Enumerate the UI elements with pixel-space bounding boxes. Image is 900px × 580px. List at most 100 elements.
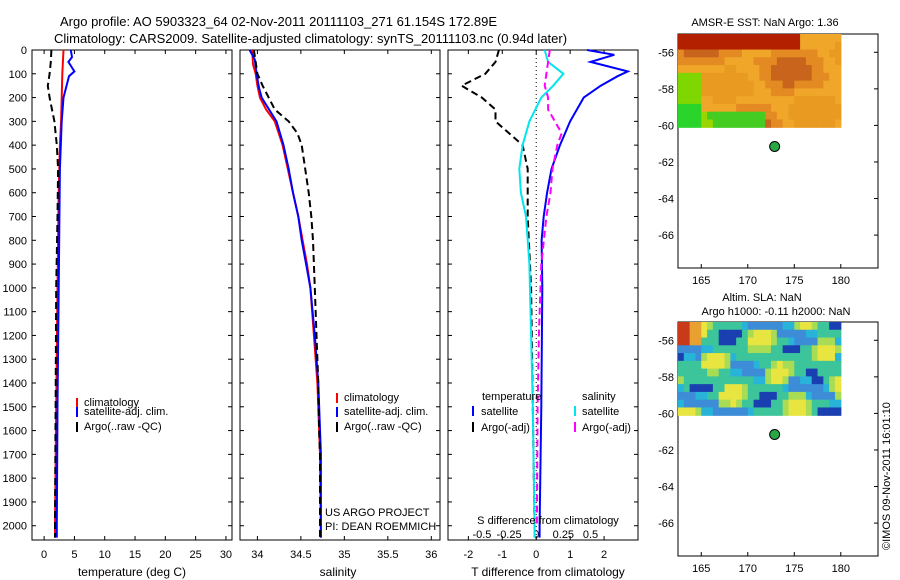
map-y-tick-label: -58 (658, 372, 674, 384)
map-cell (776, 41, 784, 51)
map-cell (811, 96, 819, 105)
map-cell (800, 34, 807, 43)
sla-map-subtitle: Argo h1000: -0.11 h2000: NaN (701, 306, 850, 318)
map-cell (834, 111, 842, 121)
map-cell (689, 88, 697, 97)
map-cell (724, 337, 731, 346)
map-cell (753, 65, 760, 74)
map-cell (712, 34, 720, 43)
map-cell (817, 353, 824, 362)
map-cell (707, 96, 714, 105)
map-cell (753, 345, 760, 354)
map-cell (724, 80, 731, 89)
map-cell (811, 103, 819, 113)
map-cell (765, 322, 772, 331)
map-cell (817, 49, 824, 58)
map-cell (811, 399, 819, 409)
map-y-tick-label: -60 (658, 408, 674, 420)
map-cell (736, 337, 743, 346)
map-cell (689, 353, 697, 362)
legend-argo-label: Argo(..raw -QC) (84, 421, 162, 433)
map-cell (834, 399, 842, 409)
map-cell (695, 322, 702, 331)
map-cell (730, 384, 737, 393)
map-cell (811, 360, 819, 370)
map-cell (759, 384, 766, 393)
map-cell (695, 119, 702, 128)
map-cell (678, 322, 685, 331)
map-cell (811, 345, 819, 354)
map-cell (683, 384, 691, 393)
map-cell (753, 407, 760, 416)
map-cell (805, 353, 813, 362)
map-cell (695, 391, 702, 401)
map-cell (712, 119, 720, 128)
map-cell (765, 337, 772, 346)
map-cell (776, 88, 784, 97)
map-cell (683, 322, 691, 331)
map-cell (678, 384, 685, 393)
map-cell (788, 57, 795, 66)
map-cell (765, 49, 772, 58)
map-cell (707, 345, 714, 354)
map-cell (782, 80, 790, 89)
map-cell (718, 384, 726, 393)
map-cell (736, 34, 743, 43)
map-cell (794, 111, 801, 121)
map-cell (718, 407, 726, 416)
map-cell (718, 96, 726, 105)
map-cell (678, 80, 685, 89)
map-cell (800, 322, 807, 331)
map-cell (701, 80, 708, 89)
map-cell (753, 360, 760, 370)
map-cell (712, 322, 720, 331)
map-cell (753, 368, 760, 377)
map-cell (823, 399, 830, 409)
map-cell (771, 103, 778, 113)
map-cell (788, 353, 795, 362)
map-cell (800, 329, 807, 339)
map-cell (788, 65, 795, 74)
map-cell (765, 119, 772, 128)
map-cell (759, 337, 766, 346)
map-y-tick-label: -56 (658, 47, 674, 59)
map-cell (695, 88, 702, 97)
map-cell (736, 65, 743, 74)
map-cell (800, 399, 807, 409)
series-line-argo-raw-qc (46, 49, 60, 538)
map-cell (718, 353, 726, 362)
map-cell (817, 41, 824, 51)
map-cell (782, 399, 790, 409)
map-cell (817, 103, 824, 113)
map-cell (730, 322, 737, 331)
map-cell (823, 119, 830, 128)
map-cell (782, 337, 790, 346)
map-cell (683, 72, 691, 82)
x-tick-label: 0 (533, 549, 539, 561)
map-cell (805, 103, 813, 113)
map-cell (736, 399, 743, 409)
map-cell (829, 360, 836, 370)
map-cell (811, 322, 819, 331)
map-x-tick-label: 175 (785, 563, 803, 575)
map-cell (753, 96, 760, 105)
map-cell (747, 49, 755, 58)
map-cell (794, 41, 801, 51)
map-cell (736, 88, 743, 97)
map-cell (829, 41, 836, 51)
s-diff-tick-label: 0.25 (553, 529, 574, 541)
map-cell (759, 103, 766, 113)
map-cell (823, 322, 830, 331)
map-cell (800, 384, 807, 393)
map-cell (776, 376, 784, 385)
x-tick-label: -1 (497, 549, 507, 561)
map-cell (730, 337, 737, 346)
map-cell (678, 111, 685, 121)
map-cell (753, 72, 760, 82)
map-cell (753, 376, 760, 385)
map-cell (695, 41, 702, 51)
map-cell (712, 345, 720, 354)
map-cell (800, 111, 807, 121)
map-cell (834, 360, 842, 370)
